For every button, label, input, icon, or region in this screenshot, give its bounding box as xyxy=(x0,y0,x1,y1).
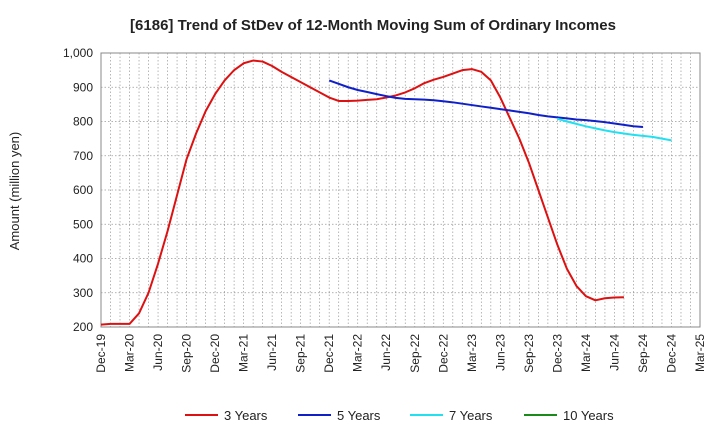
x-tick-label: Jun-24 xyxy=(607,334,621,371)
legend-label-5-years: 5 Years xyxy=(337,408,381,423)
x-tick-label: Jun-23 xyxy=(493,334,507,371)
x-tick-label: Dec-22 xyxy=(436,334,450,373)
legend-label-3-years: 3 Years xyxy=(224,408,268,423)
gridlines xyxy=(101,53,700,327)
x-tick-label: Sep-21 xyxy=(294,334,308,373)
y-tick-label: 900 xyxy=(73,80,93,94)
x-tick-label: Jun-21 xyxy=(265,334,279,371)
y-tick-label: 200 xyxy=(73,320,93,334)
x-tick-label: Mar-20 xyxy=(123,334,137,372)
y-tick-label: 600 xyxy=(73,183,93,197)
x-tick-label: Sep-24 xyxy=(636,334,650,373)
x-tick-label: Sep-20 xyxy=(180,334,194,373)
series-line-3-years xyxy=(100,59,624,326)
x-tick-label: Mar-23 xyxy=(465,334,479,372)
x-tick-label: Dec-23 xyxy=(550,334,564,373)
y-tick-label: 1,000 xyxy=(63,46,93,60)
y-tick-label: 300 xyxy=(73,286,93,300)
x-tick-label: Mar-25 xyxy=(693,334,707,372)
x-tick-label: Sep-23 xyxy=(522,334,536,373)
chart-title: [6186] Trend of StDev of 12-Month Moving… xyxy=(130,17,616,34)
x-tick-label: Dec-19 xyxy=(94,334,108,373)
legend: 3 Years 5 Years 7 Years 10 Years xyxy=(185,408,614,423)
x-tick-label: Mar-24 xyxy=(579,334,593,372)
y-axis-label: Amount (million yen) xyxy=(7,132,22,251)
series-lines xyxy=(100,59,672,326)
series-line-7-years xyxy=(557,117,672,142)
x-tick-label: Mar-22 xyxy=(351,334,365,372)
y-axis-ticks: 200 300 400 500 600 700 800 900 1,000 xyxy=(63,46,93,334)
x-tick-label: Dec-21 xyxy=(322,334,336,373)
x-tick-label: Jun-20 xyxy=(151,334,165,371)
x-axis-ticks: Dec-19 Mar-20 Jun-20 Sep-20 Dec-20 Mar-21 Jun-… xyxy=(94,334,707,373)
x-tick-label: Dec-20 xyxy=(208,334,222,373)
y-tick-label: 500 xyxy=(73,217,93,231)
y-tick-label: 800 xyxy=(73,115,93,129)
x-tick-label: Dec-24 xyxy=(664,334,678,373)
y-tick-label: 700 xyxy=(73,149,93,163)
x-tick-label: Mar-21 xyxy=(237,334,251,372)
legend-label-10-years: 10 Years xyxy=(563,408,614,423)
x-tick-label: Jun-22 xyxy=(379,334,393,371)
series-line-5-years xyxy=(328,79,644,128)
x-tick-label: Sep-22 xyxy=(408,334,422,373)
y-tick-label: 400 xyxy=(73,252,93,266)
legend-label-7-years: 7 Years xyxy=(449,408,493,423)
